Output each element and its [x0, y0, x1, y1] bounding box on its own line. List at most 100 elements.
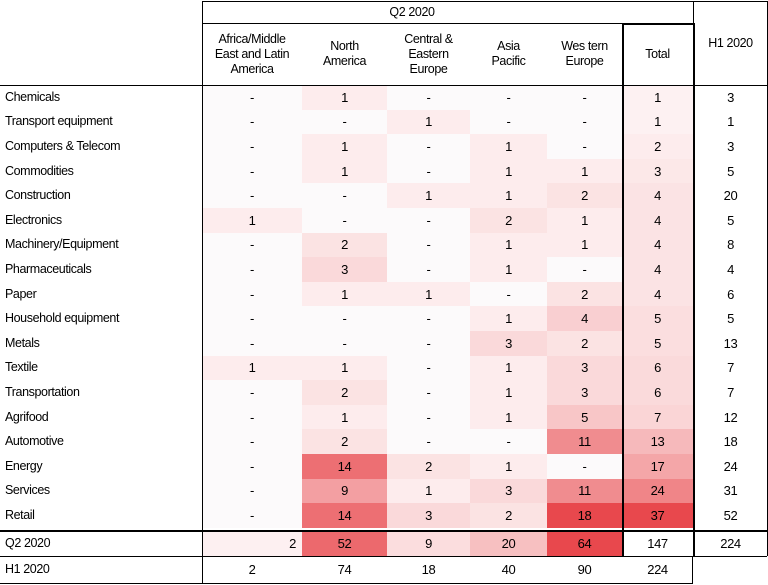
row-label: Transportation: [5, 384, 80, 399]
group-header: Q2 2020: [389, 5, 435, 19]
data-cell: 2: [622, 134, 693, 159]
data-cell: -: [470, 85, 547, 110]
data-cell: -: [470, 281, 547, 307]
data-cell: 4: [727, 261, 734, 277]
grid-line: [692, 556, 693, 583]
data-cell: 2: [470, 208, 547, 233]
data-cell: -: [387, 355, 470, 381]
row-label: Paper: [5, 286, 37, 301]
data-cell: -: [202, 331, 302, 356]
grid-line: [622, 23, 693, 25]
data-cell: 1: [547, 232, 622, 258]
data-cell: 13: [622, 429, 693, 454]
data-cell: -: [387, 331, 470, 356]
column-header: Africa/Middle East and Latin America: [214, 31, 290, 76]
column-header: Wes tern Europe: [561, 39, 608, 68]
data-cell: 20: [723, 188, 738, 204]
data-cell: -: [387, 85, 470, 110]
grid-line: [693, 23, 695, 556]
data-cell: -: [387, 429, 470, 454]
data-cell: 2: [547, 281, 622, 307]
data-cell: 5: [547, 404, 622, 430]
data-cell: 4: [622, 208, 693, 233]
data-cell: 3: [547, 380, 622, 405]
data-cell: -: [470, 109, 547, 135]
data-cell: 1: [470, 134, 547, 159]
data-cell: -: [547, 257, 622, 282]
total-row-label: Q2 2020: [5, 535, 51, 550]
data-cell: 37: [622, 503, 693, 528]
row-label: Electronics: [5, 212, 62, 227]
data-cell: 9: [302, 478, 387, 504]
data-cell: 24: [622, 478, 693, 504]
data-cell: 4: [622, 257, 693, 282]
total-cell: [693, 556, 768, 583]
data-cell: 11: [547, 478, 622, 504]
data-cell: 18: [723, 434, 738, 450]
total-row-label: H1 2020: [5, 562, 50, 576]
data-cell: 1: [622, 109, 693, 135]
data-cell: -: [387, 158, 470, 184]
data-cell: 4: [547, 306, 622, 331]
grid-line: [693, 1, 694, 556]
data-cell: -: [387, 380, 470, 405]
data-cell: 7: [727, 384, 734, 400]
data-cell: 24: [723, 458, 738, 474]
total-cell: 40: [501, 562, 516, 577]
grid-line: [202, 1, 767, 2]
data-cell: 1: [302, 355, 387, 381]
data-cell: -: [302, 208, 387, 233]
data-cell: -: [302, 183, 387, 208]
grid-line: [202, 23, 622, 24]
data-cell: 2: [470, 503, 547, 528]
data-cell: 1: [302, 281, 387, 307]
row-label: Textile: [5, 360, 38, 375]
data-cell: 13: [723, 335, 738, 351]
data-cell: 8: [727, 237, 734, 253]
data-cell: -: [387, 232, 470, 258]
data-cell: 6: [727, 286, 734, 302]
data-cell: 3: [727, 89, 734, 105]
column-header: North America: [322, 39, 367, 68]
data-cell: 1: [727, 114, 734, 130]
grid-line: [0, 530, 767, 532]
row-label: Construction: [5, 188, 71, 203]
data-cell: -: [202, 232, 302, 258]
total-cell: 224: [647, 562, 668, 577]
data-cell: 5: [727, 163, 734, 179]
column-header: Total: [645, 46, 670, 61]
data-cell: 3: [387, 503, 470, 528]
data-cell: -: [387, 208, 470, 233]
data-cell: -: [387, 306, 470, 331]
total-cell: 147: [647, 535, 668, 551]
data-cell: -: [547, 454, 622, 479]
data-cell: 52: [723, 507, 738, 523]
total-cell: 9: [387, 530, 470, 556]
data-cell: 1: [387, 281, 470, 307]
data-cell: 17: [622, 454, 693, 479]
data-cell: 5: [727, 311, 734, 327]
total-cell: 224: [720, 535, 741, 551]
row-label: Metals: [5, 335, 40, 350]
data-cell: 11: [547, 429, 622, 454]
data-cell: -: [387, 257, 470, 282]
row-label: Household equipment: [5, 311, 120, 326]
row-label: Retail: [5, 507, 35, 522]
data-cell: 1: [387, 478, 470, 504]
data-cell: -: [202, 281, 302, 307]
data-cell: -: [202, 134, 302, 159]
data-cell: 31: [723, 483, 738, 499]
row-label: Services: [5, 483, 50, 498]
data-cell: 1: [302, 85, 387, 110]
data-cell: 1: [470, 454, 547, 479]
data-cell: 1: [302, 134, 387, 159]
data-cell: -: [202, 257, 302, 282]
data-cell: 1: [202, 355, 302, 381]
data-cell: 1: [470, 232, 547, 258]
data-cell: 7: [727, 360, 734, 376]
row-label: Machinery/Equipment: [5, 237, 119, 252]
data-cell: -: [202, 109, 302, 135]
data-cell: 1: [202, 208, 302, 233]
data-cell: 5: [622, 306, 693, 331]
data-cell: -: [547, 134, 622, 159]
